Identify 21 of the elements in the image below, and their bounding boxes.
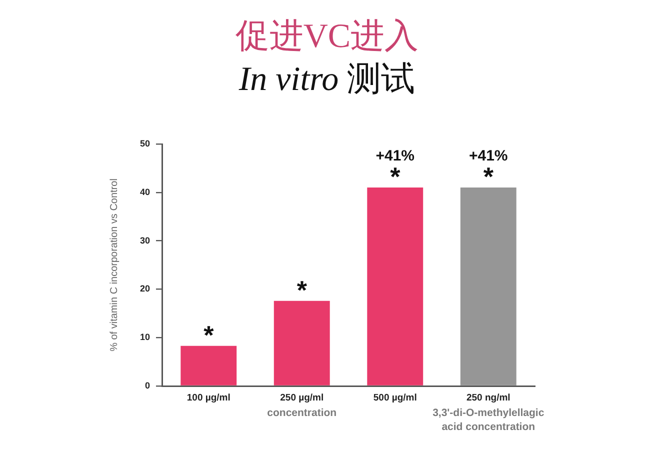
bar: [367, 188, 424, 386]
annotation: *: [204, 320, 215, 350]
y-tick-label: 10: [140, 332, 150, 342]
annotation: *: [296, 274, 308, 305]
chart-subtitle: In vitro 测试: [238, 60, 416, 100]
x-tick-label: 500 µg/ml: [373, 392, 417, 404]
y-tick-label: 30: [140, 235, 150, 246]
y-axis-title: % of vitamin C incorporation vs Control: [108, 178, 120, 352]
bar: [274, 300, 330, 386]
bar: [460, 188, 516, 386]
chart-title: 促进VC进入: [235, 17, 419, 57]
x-tick-label: 250 ng/ml: [466, 392, 510, 404]
y-tick-label: 20: [140, 284, 150, 294]
y-tick-label: 40: [140, 186, 150, 197]
x-tick-label: 250 µg/ml: [280, 392, 324, 404]
y-tick-label: 0: [144, 380, 150, 390]
bar: [180, 346, 237, 386]
x-tick-label: 100 µg/ml: [186, 392, 230, 404]
text: concentration: [267, 406, 337, 419]
y-tick-label: 50: [140, 138, 150, 148]
text: 3,3'-di-O-methylellagic acid concentration: [432, 406, 544, 433]
